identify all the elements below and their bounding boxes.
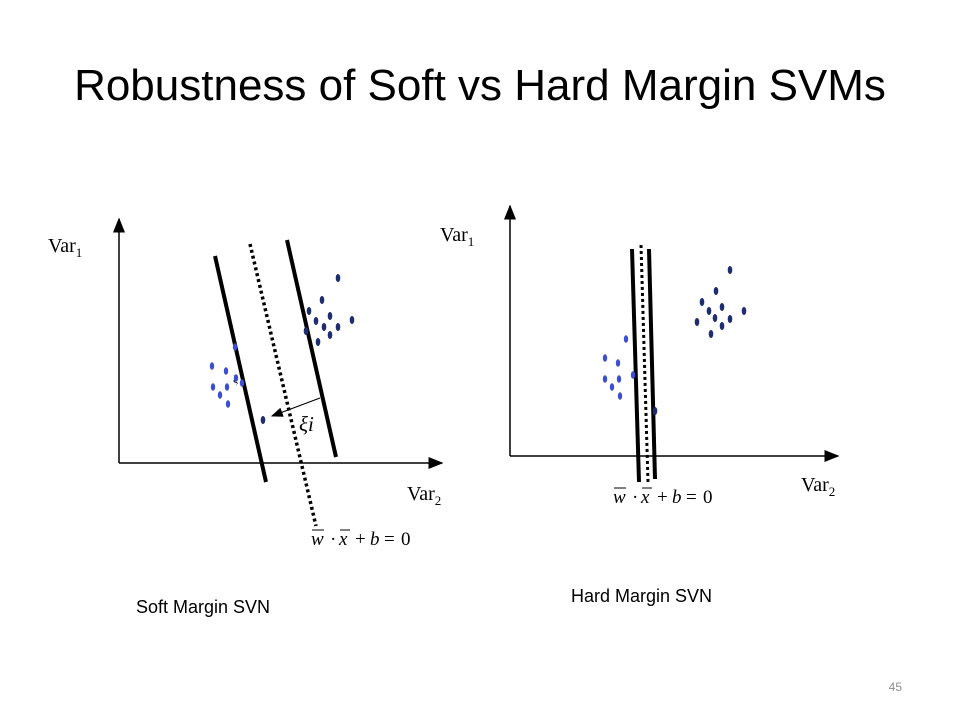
svg-text:+: + xyxy=(657,487,668,508)
data-point xyxy=(223,367,229,375)
svg-text:·: · xyxy=(632,487,638,508)
data-point xyxy=(210,383,216,391)
soft-x-axis-label: Var2 xyxy=(407,483,441,508)
data-point xyxy=(335,274,341,282)
svg-text:+: + xyxy=(355,529,366,550)
hard-margin-line-right xyxy=(647,248,657,480)
data-point xyxy=(652,407,658,415)
data-point xyxy=(615,359,621,367)
hard-margin-caption: Hard Margin SVN xyxy=(571,586,713,606)
data-point xyxy=(321,323,327,331)
data-point xyxy=(616,375,622,383)
soft-slack-label: ξi xyxy=(299,412,314,436)
data-point xyxy=(233,374,239,382)
slide-title: Robustness of Soft vs Hard Margin SVMs xyxy=(74,61,886,110)
page-number: 45 xyxy=(888,680,902,694)
data-point xyxy=(712,314,718,322)
data-point xyxy=(719,322,725,330)
data-point xyxy=(694,318,700,326)
data-point xyxy=(727,266,733,274)
data-point xyxy=(313,317,319,325)
data-point xyxy=(239,379,245,387)
svg-text:x: x xyxy=(338,529,348,550)
hard-class-b-points xyxy=(602,335,636,400)
data-point xyxy=(623,335,629,343)
soft-class-a-points xyxy=(260,274,355,424)
data-point xyxy=(327,312,333,320)
data-point xyxy=(708,330,714,338)
svg-text:0: 0 xyxy=(703,487,713,508)
data-point xyxy=(349,316,355,324)
data-point xyxy=(327,331,333,339)
soft-margin-caption: Soft Margin SVN xyxy=(136,597,271,617)
svg-text:b: b xyxy=(672,487,682,508)
data-point xyxy=(232,343,238,351)
data-point xyxy=(260,416,266,424)
soft-decision-boundary xyxy=(248,243,318,527)
svg-text:b: b xyxy=(370,529,380,550)
hard-equation: w · x + b = 0 xyxy=(613,487,713,508)
data-point xyxy=(315,338,321,346)
data-point xyxy=(319,296,325,304)
data-point xyxy=(306,307,312,315)
svg-text:·: · xyxy=(330,529,336,550)
data-point xyxy=(602,375,608,383)
data-point xyxy=(727,315,733,323)
data-point xyxy=(609,383,615,391)
hard-decision-boundary xyxy=(639,244,650,483)
soft-class-b-points xyxy=(209,343,245,408)
data-point xyxy=(719,303,725,311)
hard-margin-panel: Var1 Var2 xyxy=(440,204,840,508)
hard-y-axis-label: Var1 xyxy=(440,224,474,249)
soft-slack-arrow xyxy=(270,397,321,417)
hard-x-axis-label: Var2 xyxy=(801,474,835,499)
data-point xyxy=(209,362,215,370)
data-point xyxy=(225,400,231,408)
data-point xyxy=(699,298,705,306)
data-point xyxy=(713,287,719,295)
data-point xyxy=(335,323,341,331)
data-point xyxy=(741,307,747,315)
svg-text:x: x xyxy=(640,487,650,508)
soft-margin-line-left xyxy=(213,255,268,483)
svg-text:0: 0 xyxy=(401,529,411,550)
data-point xyxy=(303,327,309,335)
soft-equation: w · x + b = 0 xyxy=(311,529,411,550)
svg-text:w: w xyxy=(311,529,324,550)
svg-text:=: = xyxy=(686,487,697,508)
soft-margin-line-right xyxy=(285,239,338,458)
hard-margin-line-left xyxy=(630,248,641,483)
data-point xyxy=(617,392,623,400)
data-point xyxy=(224,383,230,391)
svg-text:w: w xyxy=(613,487,626,508)
data-point xyxy=(706,307,712,315)
hard-class-a-points xyxy=(652,266,747,415)
soft-margin-panel: Var1 Var2 ξi ξ xyxy=(48,217,444,550)
data-point xyxy=(217,391,223,399)
svg-text:=: = xyxy=(384,529,395,550)
data-point xyxy=(630,371,636,379)
soft-y-axis-label: Var1 xyxy=(48,235,82,260)
data-point xyxy=(602,354,608,362)
